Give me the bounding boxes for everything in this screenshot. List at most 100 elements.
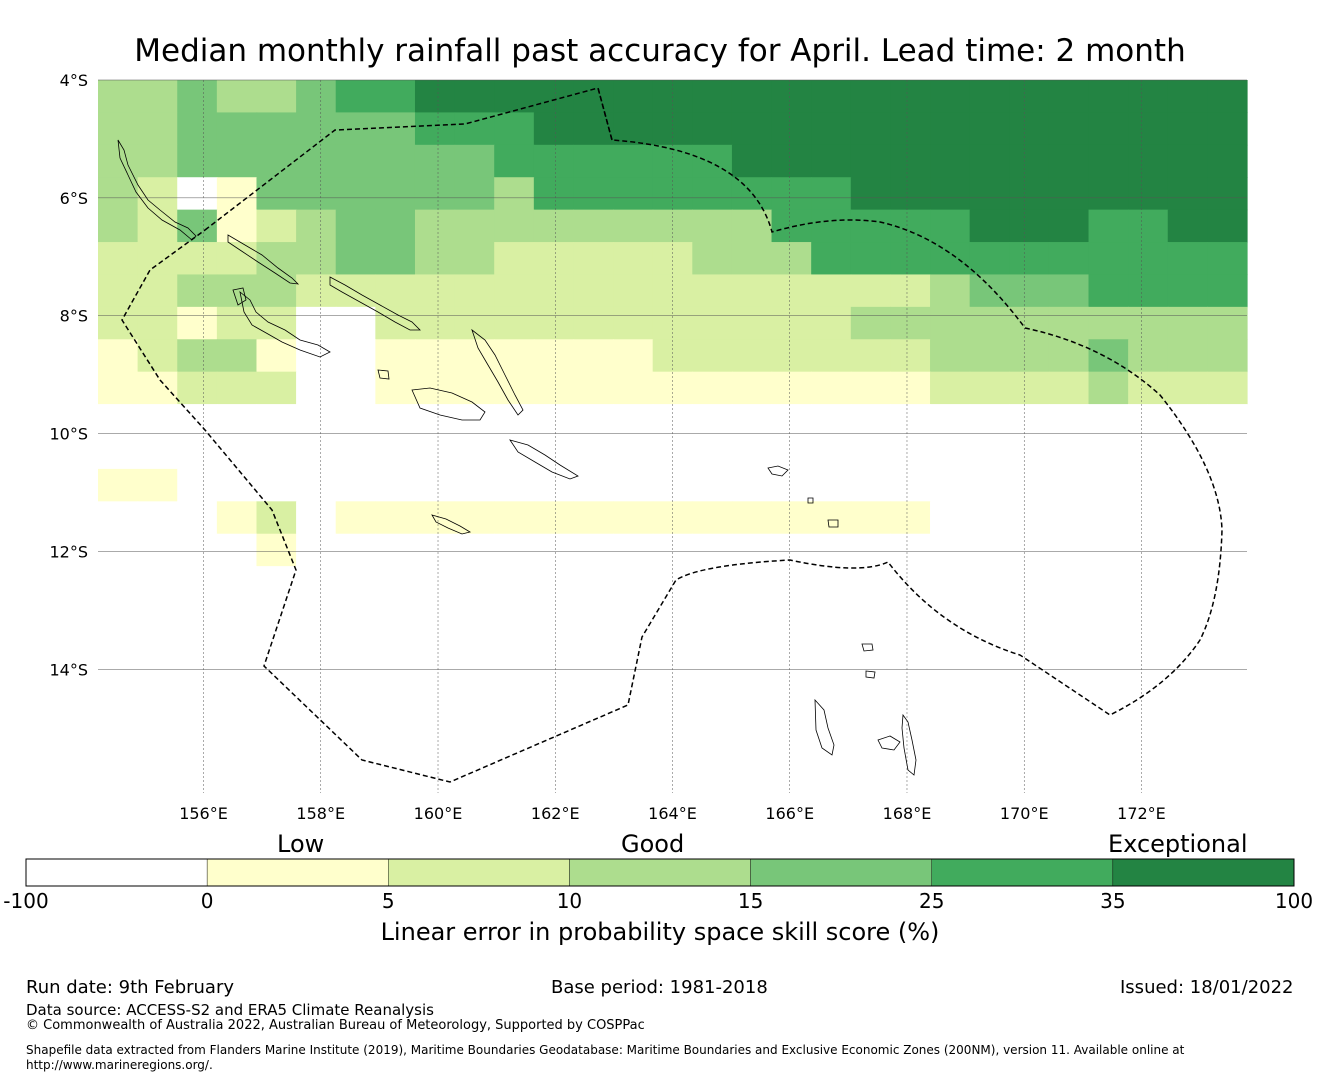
grid-cell [811, 533, 852, 567]
grid-cell [256, 728, 297, 762]
grid-cell [1048, 306, 1090, 340]
grid-cell [1128, 274, 1169, 308]
grid-cell [216, 112, 258, 146]
grid-cell [296, 144, 337, 178]
grid-cell [414, 80, 456, 114]
grid-cell [414, 695, 456, 729]
grid-cell [811, 728, 852, 762]
grid-cell [613, 728, 654, 762]
grid-cell [692, 501, 733, 535]
grid-cell [573, 404, 614, 438]
grid-cell [1009, 436, 1050, 470]
grid-cell [216, 566, 258, 600]
grid-cell [771, 242, 812, 276]
axis-labels: 4°S 6°S 8°S 10°S 12°S 14°S 156°E 158°E 160°E 162°… [49, 71, 1165, 823]
grid-cell [1207, 436, 1248, 470]
grid-cell [216, 144, 258, 178]
island-small-3 [861, 643, 874, 652]
grid-cell [692, 663, 733, 697]
island-choiseul [227, 234, 300, 285]
grid-cell [1207, 80, 1248, 114]
grid-cell [890, 404, 931, 438]
grid-cell [613, 177, 654, 211]
grid-cell [1088, 436, 1129, 470]
grid-cell [1167, 663, 1208, 697]
grid-cell [930, 242, 971, 276]
colorbar-tick-label: 0 [201, 889, 214, 913]
grid-cell [1207, 663, 1248, 697]
grid-cell [177, 663, 218, 697]
grid-cell [1207, 112, 1248, 146]
grid-cell [731, 80, 773, 114]
grid-cell [216, 468, 258, 502]
grid-cell [533, 468, 575, 502]
grid-cell [652, 339, 693, 373]
lat-tick-label: 8°S [60, 307, 88, 326]
grid-cell [850, 242, 892, 276]
grid-cell [1207, 630, 1248, 664]
grid-cell [969, 598, 1010, 632]
grid-cell [573, 112, 614, 146]
grid-cell [692, 630, 733, 664]
grid-cell [850, 80, 892, 114]
grid-cell [573, 533, 614, 567]
grid-cell [1167, 339, 1208, 373]
grid-cell [454, 404, 495, 438]
grid-cell [1009, 209, 1050, 243]
grid-cell [335, 598, 376, 632]
grid-cell [177, 468, 218, 502]
grid-cell [771, 501, 812, 535]
grid-cell [1128, 598, 1169, 632]
grid-cell [1088, 468, 1129, 502]
grid-cell [1207, 339, 1248, 373]
grid-cell [613, 371, 654, 405]
colorbar-segment [931, 858, 1114, 887]
grid-cell [890, 663, 931, 697]
grid-cell [930, 306, 971, 340]
grid-cell [533, 630, 575, 664]
grid-cell [1207, 371, 1248, 405]
grid-cell [1009, 404, 1050, 438]
grid-cell [613, 242, 654, 276]
grid-cell [296, 242, 337, 276]
grid-cell [414, 436, 456, 470]
grid-cell [731, 339, 773, 373]
grid-cell [137, 274, 178, 308]
grid-cell [375, 144, 416, 178]
run-date: Run date: 9th February [26, 977, 235, 998]
grid-cell [731, 274, 773, 308]
grid-cell [613, 80, 654, 114]
grid-cell [1009, 177, 1050, 211]
grid-cell [1128, 144, 1169, 178]
grid-cell [1167, 177, 1208, 211]
grid-cell [969, 144, 1010, 178]
island-small-1 [232, 287, 247, 306]
grid-cell [1167, 501, 1208, 535]
grid-cell [1128, 728, 1169, 762]
grid-cell [652, 274, 693, 308]
colorbar-tick-label: 10 [557, 889, 582, 913]
grid-cell [850, 598, 892, 632]
grid-cell [771, 695, 812, 729]
colorbar-tick-label: 100 [1275, 889, 1313, 913]
island-santa-cruz [767, 465, 789, 477]
grid-cell [375, 436, 416, 470]
grid-cell [771, 728, 812, 762]
grid-cell [296, 306, 337, 340]
grid-cell [652, 177, 693, 211]
grid-cell [1207, 404, 1248, 438]
grid-cell [1088, 728, 1129, 762]
grid-cell [930, 598, 971, 632]
grid-cell [1048, 468, 1090, 502]
grid-cell [1207, 242, 1248, 276]
lon-tick-label: 156°E [179, 804, 228, 823]
grid-cell [137, 566, 178, 600]
grid-cell [454, 274, 495, 308]
grid-cell [930, 630, 971, 664]
grid-cell [771, 339, 812, 373]
grid-cell [930, 566, 971, 600]
grid-cell [1167, 566, 1208, 600]
grid-cell [969, 760, 1010, 794]
grid-cell [692, 598, 733, 632]
grid-cell [494, 630, 535, 664]
